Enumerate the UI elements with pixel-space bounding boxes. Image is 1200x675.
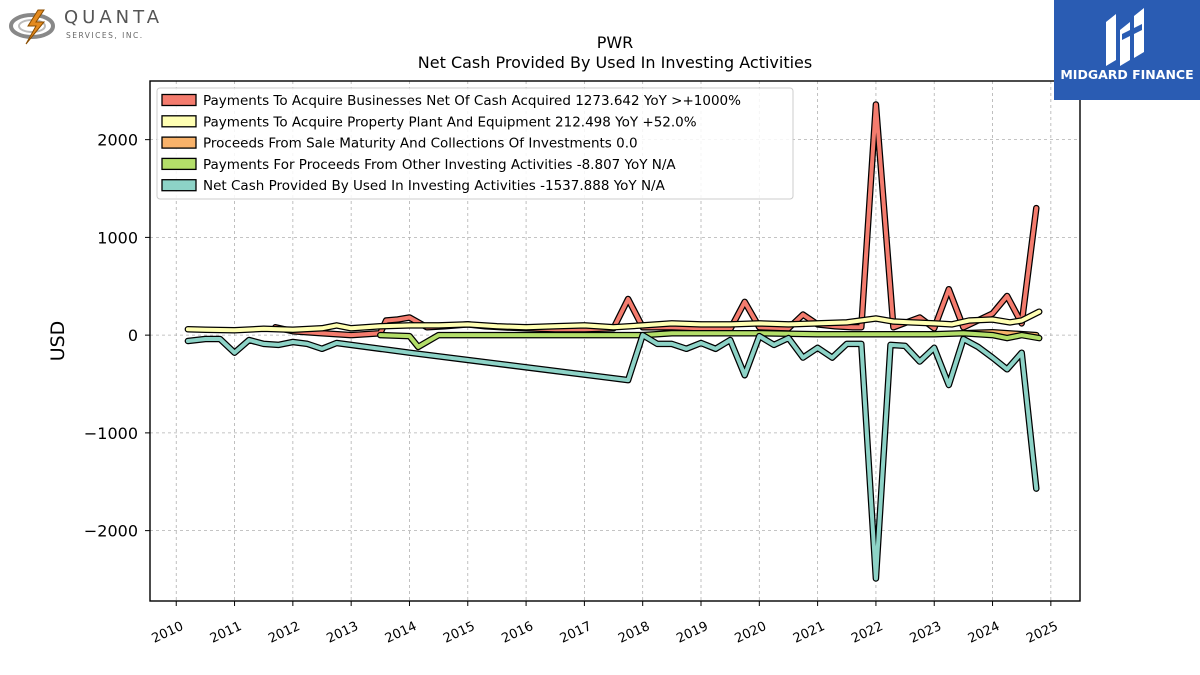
x-tick-label: 2015 [441, 619, 477, 647]
legend-entry: Net Cash Provided By Used In Investing A… [203, 178, 666, 194]
series-line-4 [185, 333, 1039, 581]
y-tick-label: 0 [128, 326, 138, 345]
brand-badge: MIDGARD FINANCE [1054, 0, 1200, 100]
x-tick-label: 2023 [908, 619, 944, 647]
x-tick-label: 2013 [325, 619, 361, 647]
logo-subtext: SERVICES, INC. [66, 31, 144, 40]
x-tick-label: 2018 [616, 619, 652, 647]
legend-swatch [161, 115, 197, 128]
chart-title: PWR [597, 33, 634, 52]
legend-swatch [161, 136, 197, 149]
midgard-logo-icon [1106, 8, 1144, 66]
y-tick-label: −2000 [84, 522, 138, 541]
x-tick-label: 2010 [150, 619, 186, 647]
x-tick-label: 2017 [558, 619, 594, 647]
legend-entry: Payments To Acquire Property Plant And E… [203, 114, 697, 130]
x-tick-label: 2020 [733, 619, 769, 647]
x-tick-label: 2024 [966, 619, 1002, 647]
x-tick-label: 2012 [266, 619, 302, 647]
company-logo: QUANTA SERVICES, INC. [6, 6, 166, 46]
x-tick-label: 2022 [849, 619, 885, 647]
y-tick-label: 1000 [97, 228, 138, 247]
x-tick-label: 2016 [499, 619, 535, 647]
x-tick-label: 2021 [791, 619, 827, 647]
y-tick-label: 2000 [97, 131, 138, 150]
legend-entry: Payments For Proceeds From Other Investi… [203, 157, 676, 173]
series-outline-4 [184, 331, 1040, 582]
axis-ticks: 2010 2011 2012 2013 2014 2015 2016 2017 2018 2019… [84, 131, 1061, 647]
legend-entry: Payments To Acquire Businesses Net Of Ca… [203, 93, 741, 109]
legend: Payments To Acquire Businesses Net Of Ca… [156, 87, 794, 200]
chart-subtitle: Net Cash Provided By Used In Investing A… [418, 53, 812, 72]
x-tick-label: 2025 [1024, 619, 1060, 647]
legend-entry: Proceeds From Sale Maturity And Collecti… [203, 136, 638, 152]
y-tick-label: −1000 [84, 424, 138, 443]
plot-area-frame [149, 80, 1081, 602]
legend-box [156, 87, 794, 200]
x-tick-label: 2014 [383, 619, 419, 647]
brand-name: MIDGARD FINANCE [1060, 67, 1194, 82]
x-tick-label: 2019 [674, 619, 710, 647]
legend-swatch [161, 157, 197, 171]
series-lines [184, 101, 1043, 582]
legend-swatch [161, 179, 197, 192]
logo-name: QUANTA [64, 7, 164, 28]
series-line-1 [185, 309, 1042, 333]
legend-swatch [161, 93, 197, 107]
quanta-logo-icon [9, 9, 55, 45]
y-axis-label: USD [47, 321, 69, 362]
x-tick-label: 2011 [208, 619, 244, 647]
series-line-3 [378, 331, 1042, 349]
